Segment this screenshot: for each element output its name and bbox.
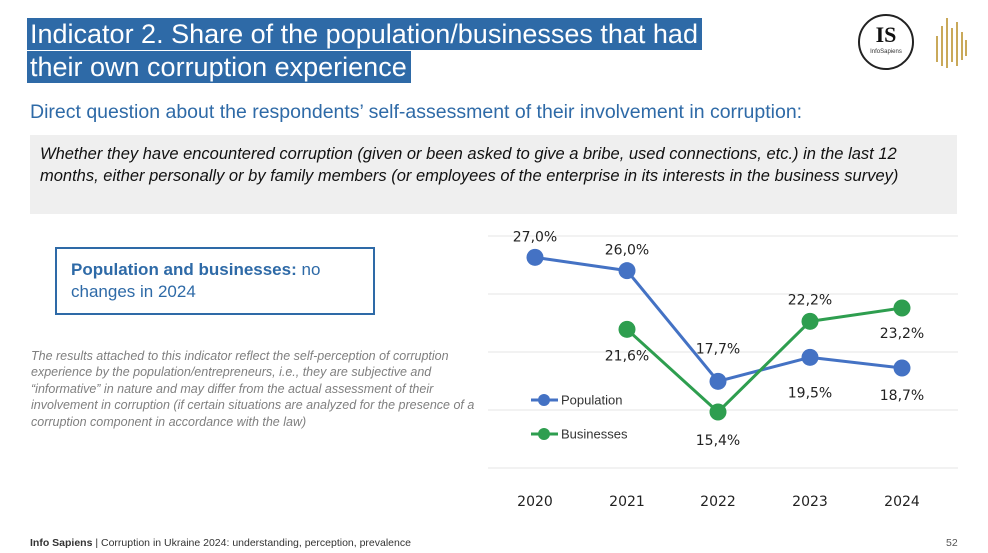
- series-line-businesses: [625, 306, 903, 414]
- page-number: 52: [946, 537, 958, 549]
- bars-logo-icon: [936, 18, 967, 68]
- data-label: 23,2%: [880, 326, 924, 342]
- data-point: [893, 299, 911, 317]
- series-line-population: [534, 255, 903, 383]
- footer-text: Corruption in Ukraine 2024: understandin…: [101, 537, 411, 549]
- infosapiens-logo: IS InfoSapiens: [858, 14, 914, 70]
- methodology-note: The results attached to this indicator r…: [31, 349, 475, 429]
- subtitle: Direct question about the respondents’ s…: [30, 101, 803, 123]
- logo-monogram: IS: [875, 22, 897, 47]
- data-label: 26,0%: [605, 243, 649, 259]
- title-line-2: their own corruption experience: [27, 51, 411, 83]
- question-box: Whether they have encountered corruption…: [30, 135, 957, 214]
- data-label: 21,6%: [605, 348, 649, 364]
- x-tick-label: 2022: [700, 494, 736, 510]
- data-label: 15,4%: [696, 433, 740, 449]
- data-label: 27,0%: [513, 229, 557, 245]
- data-label: 18,7%: [880, 388, 924, 404]
- callout-text: no changes in 2024: [71, 260, 321, 301]
- data-point: [801, 312, 819, 330]
- line-chart: 2020 2021 2022 2023 2024 27,0% 26,0% 17,7% 19,5%…: [488, 229, 958, 510]
- data-point: [618, 262, 636, 280]
- x-tick-label: 2024: [884, 494, 920, 510]
- x-tick-label: 2020: [517, 494, 553, 510]
- footer-org: Info Sapiens: [30, 537, 93, 549]
- title-line-1: Indicator 2. Share of the population/bus…: [27, 18, 702, 50]
- legend-swatch-marker: [538, 428, 550, 440]
- data-point: [893, 359, 911, 377]
- legend-label: Population: [561, 393, 622, 408]
- legend-swatch-marker: [538, 394, 550, 406]
- data-point: [709, 372, 727, 390]
- x-tick-label: 2021: [609, 494, 645, 510]
- data-point: [618, 320, 636, 338]
- legend-label: Businesses: [561, 427, 628, 442]
- data-label: 19,5%: [788, 385, 832, 401]
- callout-box: Population and businesses: no changes in…: [55, 247, 375, 315]
- data-label: 17,7%: [696, 341, 740, 357]
- data-point: [526, 248, 544, 266]
- logo-subtext: InfoSapiens: [870, 49, 902, 55]
- data-point: [801, 348, 819, 366]
- footer: Info Sapiens | Corruption in Ukraine 202…: [30, 537, 411, 549]
- data-point: [709, 403, 727, 421]
- title-block: Indicator 2. Share of the population/bus…: [27, 18, 702, 84]
- question-text: Whether they have encountered corruption…: [40, 145, 899, 185]
- data-label: 22,2%: [788, 292, 832, 308]
- callout-bold: Population and businesses:: [71, 260, 297, 279]
- footer-separator: |: [92, 537, 101, 549]
- x-tick-label: 2023: [792, 494, 828, 510]
